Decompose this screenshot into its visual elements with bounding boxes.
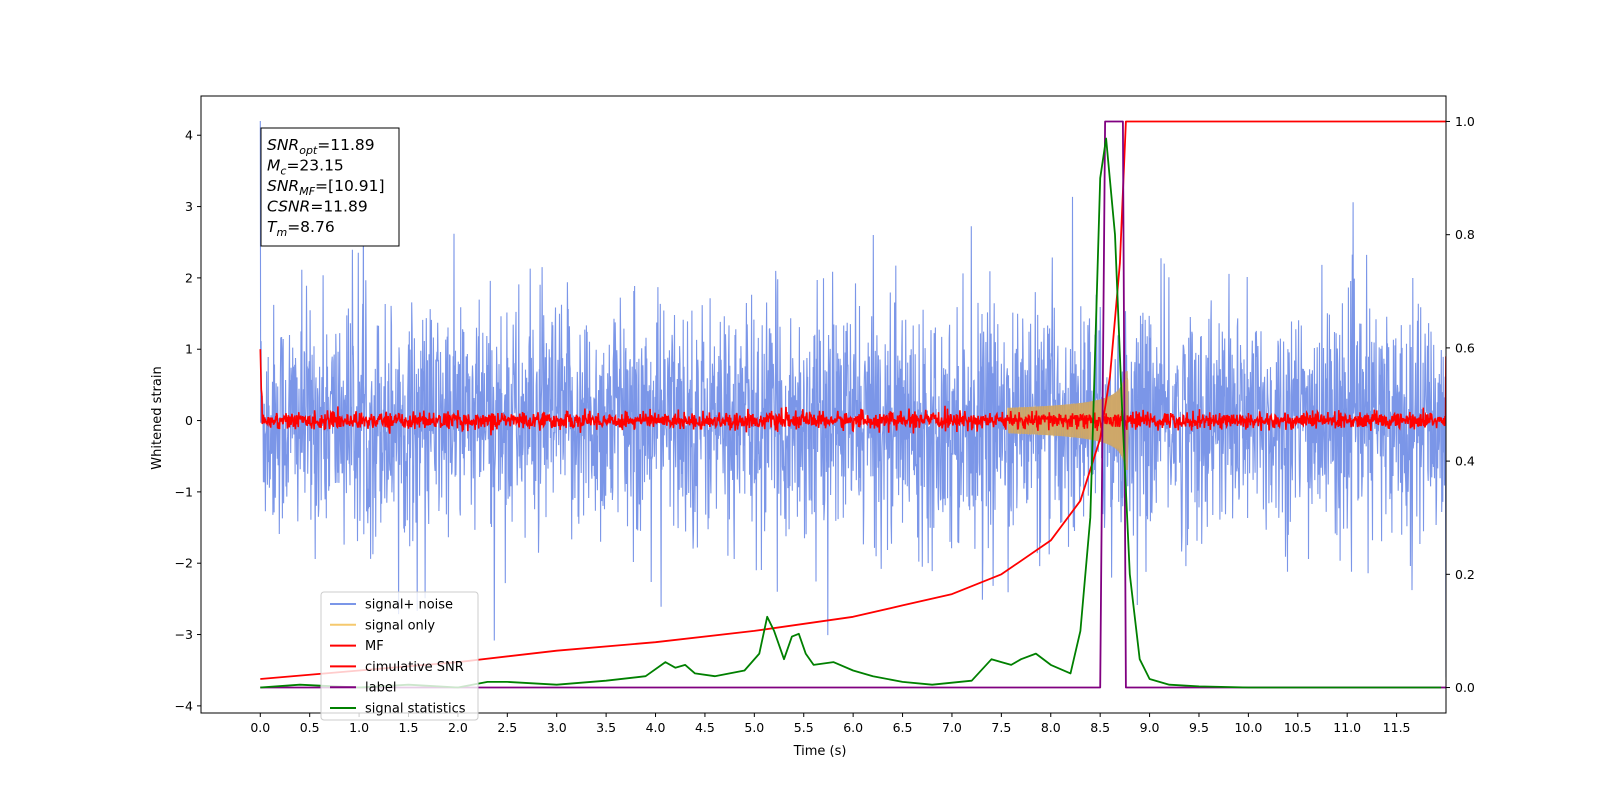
x-tick-label: 4.0: [646, 720, 666, 735]
legend-label-cimulative-snr: cimulative SNR: [365, 660, 464, 675]
y-axis-left: −4 −3 −2 −1 0 1 2 3 4: [175, 128, 201, 713]
annotation-frame: [260, 127, 400, 247]
legend-label-signal-only: signal only: [365, 618, 435, 633]
y-left-tick-label: −2: [175, 556, 193, 571]
y-left-tick-label: 1: [185, 342, 193, 357]
x-tick-label: 9.5: [1189, 720, 1209, 735]
series-label: [260, 120, 1446, 689]
x-tick-label: 9.0: [1140, 720, 1160, 735]
x-tick-label: 2.5: [497, 720, 517, 735]
annotation-line: SNRopt=11.89: [267, 136, 375, 157]
x-tick-label: 10.0: [1234, 720, 1262, 735]
y-right-tick-label: 0.8: [1455, 227, 1475, 242]
y-left-tick-label: −1: [175, 484, 193, 499]
x-tick-label: 6.5: [893, 720, 913, 735]
x-axis: 0.0 0.5 1.0 1.5 2.0 2.5 3.0 3.5 4.0 4.5 5.0 5.5 6.0 6…: [250, 713, 1411, 735]
x-tick-label: 0.0: [250, 720, 270, 735]
y-axis-right: 0.0 0.2 0.4 0.6 0.8 1.0: [1446, 114, 1475, 695]
legend: signal+ noise signal only MF cimulative SNR…: [320, 591, 479, 721]
y-left-tick-label: 4: [185, 128, 193, 143]
y-left-tick-label: −3: [175, 627, 193, 642]
annotation-line: Tm=8.76: [267, 218, 335, 239]
y-left-tick-label: −4: [175, 698, 193, 713]
x-tick-label: 8.5: [1090, 720, 1110, 735]
data-layer: [259, 120, 1446, 689]
x-tick-label: 2.0: [448, 720, 468, 735]
x-tick-label: 3.5: [596, 720, 616, 735]
x-tick-label: 6.0: [843, 720, 863, 735]
series-mf: [259, 349, 1446, 436]
annotation-box: SNRopt=11.89Mc=23.15SNRMF=[10.91]CSNR=11…: [260, 127, 400, 247]
series-signal-statistics: [260, 137, 1442, 689]
legend-frame: [320, 591, 479, 721]
legend-label-mf: MF: [365, 639, 384, 654]
y-right-tick-label: 0.2: [1455, 567, 1475, 582]
x-tick-label: 3.0: [547, 720, 567, 735]
y-right-tick-label: 0.6: [1455, 340, 1475, 355]
x-tick-label: 7.5: [991, 720, 1011, 735]
y-right-tick-label: 1.0: [1455, 114, 1475, 129]
annotation-line: Mc=23.15: [267, 157, 344, 178]
x-tick-label: 11.5: [1383, 720, 1411, 735]
annotation-line: SNRMF=[10.91]: [267, 177, 385, 198]
y-right-tick-label: 0.4: [1455, 454, 1475, 469]
x-axis-label: Time (s): [793, 744, 847, 759]
annotation-line: CSNR=11.89: [267, 198, 368, 216]
y-axis-label: Whitened strain: [150, 366, 165, 469]
legend-label-signal-noise: signal+ noise: [365, 598, 453, 613]
y-left-tick-label: 0: [185, 413, 193, 428]
series-cimulative-snr: [260, 120, 1446, 680]
x-tick-label: 5.5: [794, 720, 814, 735]
legend-label-signal-statistics: signal statistics: [365, 702, 466, 717]
x-tick-label: 4.5: [695, 720, 715, 735]
x-tick-label: 5.0: [744, 720, 764, 735]
plot-frame: [200, 95, 1447, 714]
x-tick-label: 8.0: [1041, 720, 1061, 735]
y-right-tick-label: 0.0: [1455, 680, 1475, 695]
y-left-tick-label: 3: [185, 199, 193, 214]
x-tick-label: 11.0: [1333, 720, 1361, 735]
x-tick-label: 0.5: [300, 720, 320, 735]
x-tick-label: 7.0: [942, 720, 962, 735]
legend-label-label: label: [365, 681, 396, 696]
x-tick-label: 1.0: [349, 720, 369, 735]
x-tick-label: 1.5: [399, 720, 419, 735]
y-left-tick-label: 2: [185, 270, 193, 285]
x-tick-label: 10.5: [1284, 720, 1312, 735]
